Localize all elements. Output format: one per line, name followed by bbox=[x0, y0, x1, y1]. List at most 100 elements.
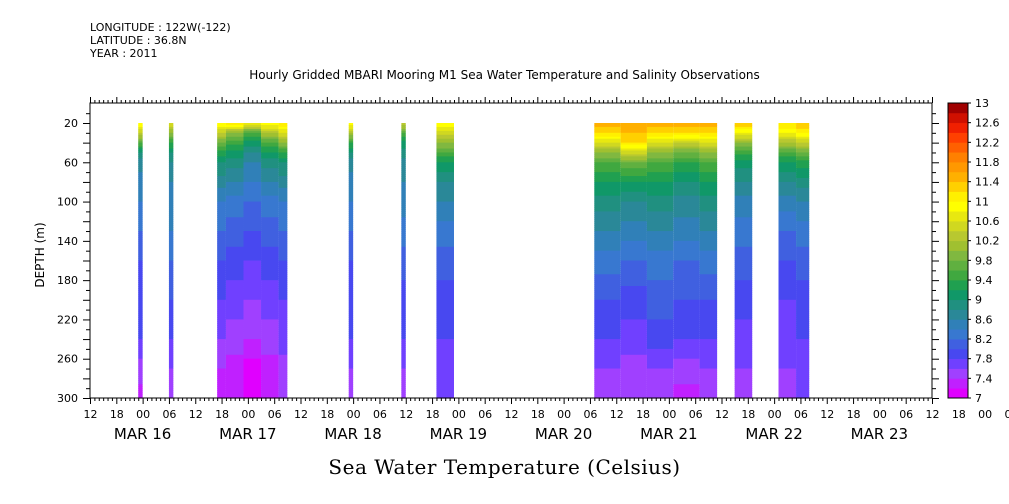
data-cell bbox=[243, 240, 262, 244]
data-cell bbox=[348, 146, 354, 150]
data-cell bbox=[168, 317, 174, 321]
data-cell bbox=[225, 321, 244, 324]
data-cell bbox=[796, 158, 810, 161]
data-cell bbox=[168, 201, 174, 205]
data-cell bbox=[620, 248, 647, 252]
data-cell bbox=[278, 138, 288, 142]
data-cell bbox=[620, 327, 647, 330]
data-cell bbox=[278, 213, 288, 216]
data-cell bbox=[646, 160, 674, 163]
data-cell bbox=[225, 221, 244, 224]
data-cell bbox=[620, 321, 647, 324]
data-cell bbox=[243, 380, 262, 383]
data-cell bbox=[699, 203, 718, 207]
data-cell bbox=[401, 352, 406, 356]
data-cell bbox=[778, 142, 797, 146]
data-cell bbox=[673, 392, 700, 395]
data-cell bbox=[734, 136, 753, 140]
x-day-label: MAR 18 bbox=[324, 425, 381, 443]
data-cell bbox=[138, 382, 143, 385]
data-cell bbox=[138, 189, 143, 193]
data-cell bbox=[699, 327, 718, 330]
data-cell bbox=[261, 380, 279, 383]
x-day-label: MAR 23 bbox=[851, 425, 908, 443]
data-cell bbox=[778, 227, 797, 230]
data-cell bbox=[225, 256, 244, 260]
data-cell bbox=[699, 335, 718, 338]
data-cell bbox=[699, 282, 718, 285]
data-cell bbox=[796, 331, 810, 334]
data-cell bbox=[138, 148, 143, 152]
data-cell bbox=[401, 303, 406, 307]
data-cell bbox=[348, 339, 354, 342]
data-cell bbox=[673, 201, 700, 205]
data-cell bbox=[243, 339, 262, 342]
data-cell bbox=[620, 213, 647, 216]
data-cell bbox=[778, 193, 797, 197]
data-cell bbox=[673, 138, 700, 142]
data-cell bbox=[225, 185, 244, 189]
data-cell bbox=[138, 339, 143, 342]
data-cell bbox=[620, 335, 647, 338]
colorbar-label: 10.6 bbox=[975, 215, 1000, 228]
data-cell bbox=[225, 154, 244, 157]
data-cell bbox=[217, 350, 226, 354]
data-cell bbox=[673, 293, 700, 297]
data-cell bbox=[734, 238, 753, 242]
data-cell bbox=[225, 238, 244, 242]
data-cell bbox=[348, 168, 354, 171]
data-cell bbox=[594, 185, 621, 189]
data-cell bbox=[261, 335, 279, 338]
data-cell bbox=[620, 288, 647, 291]
data-cell bbox=[436, 160, 454, 163]
data-cell bbox=[796, 339, 810, 342]
data-cell bbox=[796, 213, 810, 216]
data-cell bbox=[699, 187, 718, 191]
data-cell bbox=[225, 286, 244, 289]
data-cell bbox=[778, 358, 797, 362]
data-cell bbox=[620, 374, 647, 377]
data-cell bbox=[401, 264, 406, 267]
data-cell bbox=[168, 178, 174, 181]
data-cell bbox=[401, 392, 406, 395]
data-cell bbox=[217, 174, 226, 177]
data-cell bbox=[646, 209, 674, 212]
colorbar-swatch bbox=[948, 260, 968, 271]
data-cell bbox=[778, 150, 797, 154]
data-cell bbox=[217, 280, 226, 283]
data-cell bbox=[734, 183, 753, 187]
data-cell bbox=[796, 207, 810, 211]
data-cell bbox=[261, 354, 279, 358]
data-cell bbox=[401, 323, 406, 326]
data-cell bbox=[243, 179, 262, 183]
data-cell bbox=[168, 313, 174, 317]
data-cell bbox=[348, 187, 354, 191]
data-cell bbox=[778, 197, 797, 201]
data-cell bbox=[673, 374, 700, 377]
data-cell bbox=[620, 350, 647, 354]
data-cell bbox=[734, 309, 753, 313]
data-cell bbox=[778, 299, 797, 303]
data-cell bbox=[138, 348, 143, 352]
data-cell bbox=[734, 339, 753, 342]
data-cell bbox=[348, 179, 354, 183]
data-cell bbox=[401, 286, 406, 289]
data-cell bbox=[673, 203, 700, 207]
x-hour-tick-label: 12 bbox=[820, 408, 834, 421]
x-hour-tick-label: 06 bbox=[583, 408, 597, 421]
data-cell bbox=[673, 179, 700, 183]
data-cell bbox=[436, 229, 454, 232]
data-cell bbox=[225, 213, 244, 216]
data-cell bbox=[401, 325, 406, 328]
data-cell bbox=[168, 343, 174, 346]
data-cell bbox=[620, 185, 647, 189]
data-cell bbox=[436, 280, 454, 283]
data-cell bbox=[734, 193, 753, 197]
data-cell bbox=[261, 331, 279, 334]
data-cell bbox=[734, 236, 753, 240]
data-cell bbox=[168, 242, 174, 246]
data-cell bbox=[401, 280, 406, 283]
data-cell bbox=[348, 134, 354, 138]
data-cell bbox=[796, 266, 810, 269]
data-cell bbox=[778, 195, 797, 199]
